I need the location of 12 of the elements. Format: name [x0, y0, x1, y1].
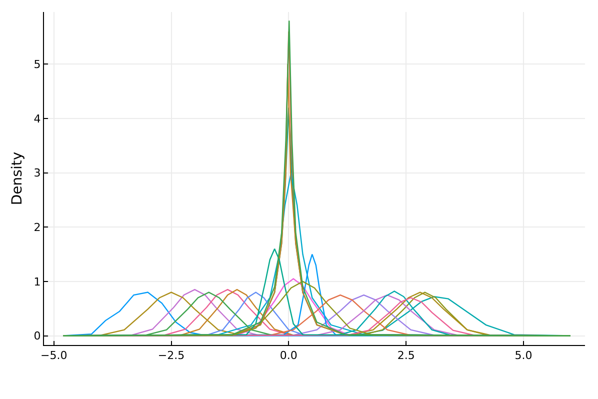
- y-axis-title: Density: [9, 152, 26, 206]
- y-tick-label: 0: [34, 330, 41, 343]
- y-tick-label: 3: [34, 166, 41, 180]
- y-tick-label: 4: [34, 112, 41, 126]
- x-tick-label: 5.0: [514, 349, 532, 362]
- x-tick-label: 0.0: [280, 349, 298, 362]
- y-tick-label: 2: [34, 220, 41, 234]
- x-tick-label: −5.0: [40, 349, 68, 362]
- y-tick-label: 1: [34, 275, 41, 288]
- y-tick-label: 5: [34, 58, 41, 71]
- x-tick-label: 2.5: [397, 349, 415, 362]
- x-tick-label: −2.5: [158, 349, 185, 362]
